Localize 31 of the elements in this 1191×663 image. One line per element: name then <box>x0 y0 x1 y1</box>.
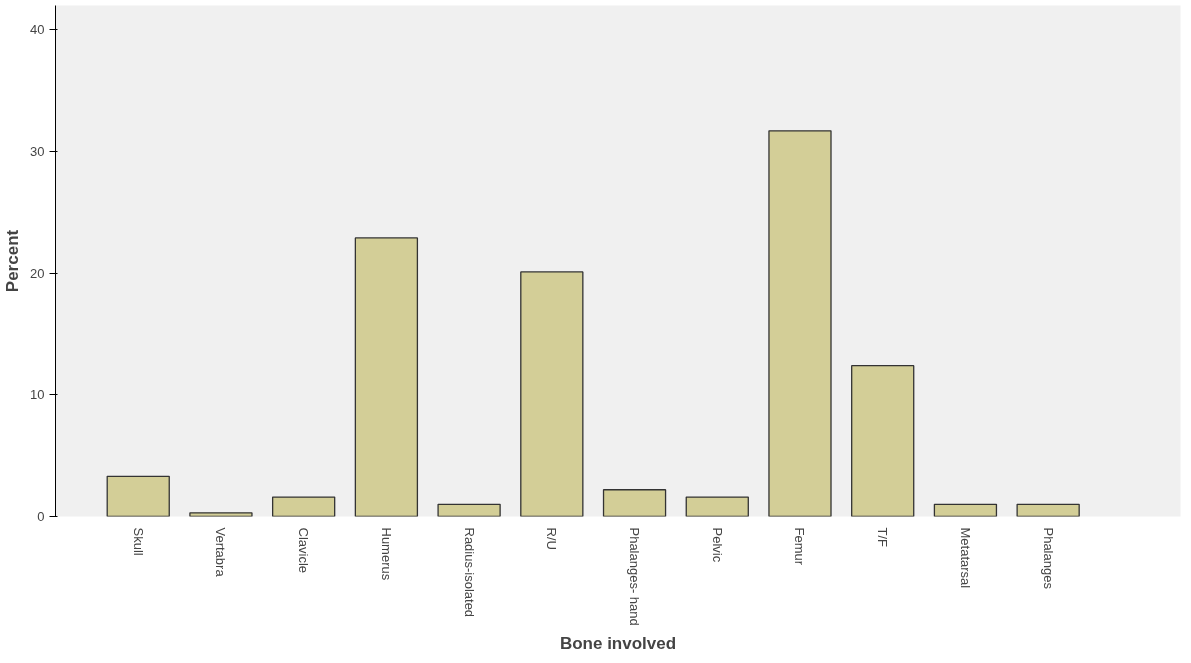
bar <box>354 237 419 517</box>
x-tick-label: Phalanges- hand <box>627 527 643 626</box>
bar <box>520 271 584 517</box>
bar <box>851 364 915 517</box>
y-tick-label: 20 <box>30 265 45 281</box>
bar <box>106 475 170 517</box>
x-tick-label: T/F <box>875 527 891 548</box>
bar <box>602 489 667 517</box>
x-tick-label: Vertabra <box>213 527 229 578</box>
x-tick-label: R/U <box>544 527 560 550</box>
y-tick-label: 30 <box>30 144 45 159</box>
x-tick-label: Metatarsal <box>957 527 973 589</box>
bar <box>271 496 336 517</box>
bar <box>437 503 501 517</box>
bar <box>1016 503 1080 517</box>
x-axis-title: Bone involved <box>559 633 677 653</box>
bar <box>189 512 253 517</box>
x-tick-label: Skull <box>130 527 146 556</box>
y-tick-label: 40 <box>30 22 45 38</box>
y-tick-label: 0 <box>37 509 45 524</box>
bar <box>768 130 832 517</box>
x-tick-label: Phalanges <box>1040 527 1056 590</box>
y-axis-title: Percent <box>3 229 23 293</box>
bar <box>933 503 998 517</box>
bar <box>685 496 749 517</box>
x-tick-label: Femur <box>792 527 808 566</box>
x-tick-label: Radius-isolated <box>461 527 477 618</box>
x-tick-label: Clavicle <box>296 527 312 574</box>
y-tick-label: 10 <box>30 387 45 403</box>
x-tick-label: Humerus <box>378 527 394 581</box>
x-tick-label: Pelvic <box>709 527 725 563</box>
